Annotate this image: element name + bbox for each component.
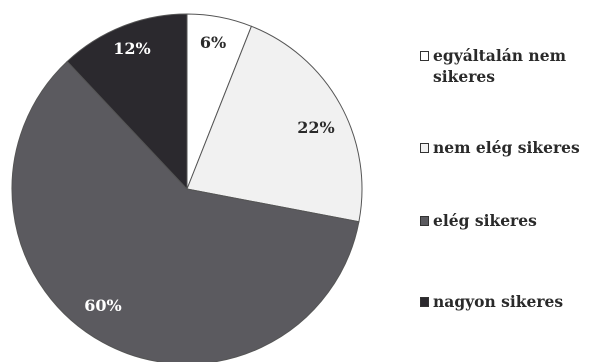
legend-item-nagyon-sikeres: nagyon sikeres [420, 291, 563, 312]
pie-slice-eleg-sikeres [11, 60, 360, 362]
legend-item-egyaltalan-nem-sikeres: egyáltalán nem sikeres [420, 45, 583, 87]
legend-item-eleg-sikeres: elég sikeres [420, 210, 537, 231]
legend-swatch-nem-eleg-sikeres [420, 143, 429, 153]
legend-label-egyaltalan-nem-sikeres: egyáltalán nem sikeres [433, 46, 566, 86]
pie-slice-nagyon-sikeres [66, 13, 188, 191]
data-label-nem-eleg-sikeres: 22% [297, 118, 334, 137]
legend-item-nem-eleg-sikeres: nem elég sikeres [420, 137, 580, 158]
legend-swatch-egyaltalan-nem-sikeres [420, 51, 429, 61]
data-label-egyaltalan-nem-sikeres: 6% [200, 33, 226, 52]
data-label-nagyon-sikeres: 12% [113, 39, 150, 58]
legend-label-nagyon-sikeres: nagyon sikeres [433, 292, 564, 311]
pie-slice-nem-eleg-sikeres [186, 25, 363, 223]
data-label-eleg-sikeres: 60% [84, 296, 121, 315]
legend-label-eleg-sikeres: elég sikeres [433, 211, 537, 230]
legend-label-nem-eleg-sikeres: nem elég sikeres [433, 138, 580, 157]
legend-swatch-nagyon-sikeres [420, 297, 429, 307]
legend: egyáltalán nem sikeres nem elég sikeres … [420, 0, 596, 362]
legend-swatch-eleg-sikeres [420, 216, 429, 226]
